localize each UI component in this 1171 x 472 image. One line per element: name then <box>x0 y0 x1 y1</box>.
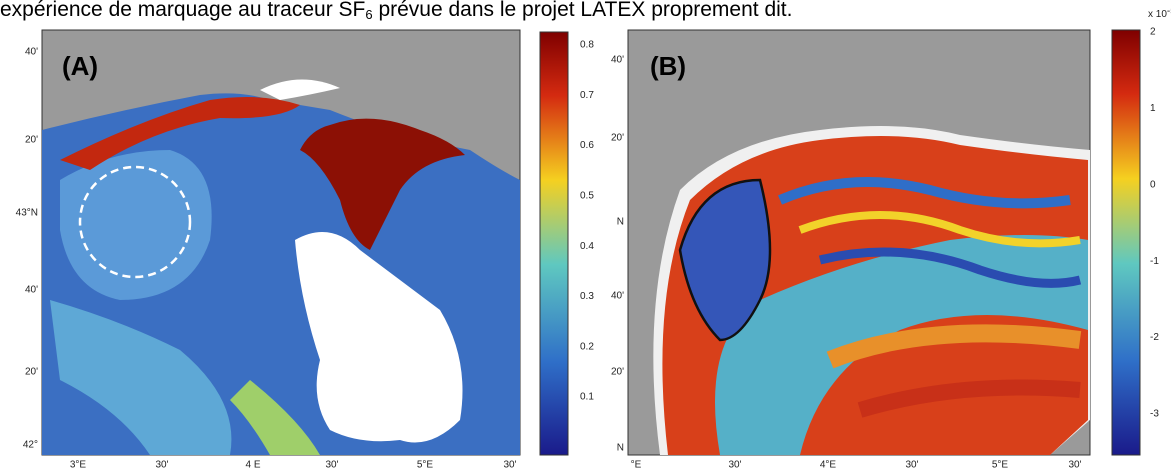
map-b <box>627 29 1091 456</box>
colorbar-tick-label: -2 <box>1150 332 1159 343</box>
colorbar-tick-label: 0.3 <box>580 291 594 302</box>
x-tick-label: 30' <box>905 460 918 471</box>
panel-label: (A) <box>62 51 98 81</box>
colorbar-exponent: x 10-5 <box>1148 6 1171 20</box>
x-tick-label: 4°E <box>820 460 837 471</box>
map-a <box>41 29 521 456</box>
y-tick-label: 20' <box>611 133 624 144</box>
caption-rest: prévue dans le projet LATEX proprement d… <box>373 0 793 21</box>
x-tick-label: 30' <box>503 460 516 471</box>
y-tick-label: N <box>617 217 624 228</box>
colorbar-tick-label: -3 <box>1150 409 1159 420</box>
colorbar-tick-label: 0.8 <box>580 40 594 51</box>
colorbar-tick-label: -1 <box>1150 256 1159 267</box>
x-tick-label: 30' <box>155 460 168 471</box>
exponent-power: -5 <box>1167 6 1171 17</box>
x-tick-label: °E <box>631 460 642 471</box>
colorbar-a <box>539 31 569 456</box>
caption-subscript: 6 <box>365 7 372 22</box>
y-tick-label: 40' <box>25 47 38 58</box>
y-tick-label: 40' <box>25 285 38 296</box>
y-tick-label: 20' <box>611 367 624 378</box>
y-tick-label: 42° <box>23 440 38 451</box>
y-tick-label: N <box>617 443 624 454</box>
y-tick-label: 40' <box>611 291 624 302</box>
colorbar-tick-label: 0.4 <box>580 241 594 252</box>
colorbar-tick-label: 0.5 <box>580 191 594 202</box>
x-tick-label: 30' <box>325 460 338 471</box>
y-tick-label: 43°N <box>16 208 38 219</box>
colorbar-tick-label: 2 <box>1150 27 1156 38</box>
exponent-base: x 10 <box>1148 9 1167 20</box>
colorbar-tick-label: 0.2 <box>580 341 594 352</box>
y-tick-label: 20' <box>25 135 38 146</box>
x-tick-label: 5°E <box>417 460 434 471</box>
caption-text: expérience de marquage au traceur SF <box>0 0 365 21</box>
colorbar-tick-label: 0.1 <box>580 392 594 403</box>
caption: expérience de marquage au traceur SF6 pr… <box>0 0 792 22</box>
x-tick-label: 30' <box>1068 460 1081 471</box>
colorbar-tick-label: 0.7 <box>580 90 594 101</box>
colorbar-b <box>1111 29 1141 456</box>
panel-label: (B) <box>650 51 686 81</box>
x-tick-label: 4 E <box>245 460 260 471</box>
x-tick-label: 3°E <box>70 460 87 471</box>
colorbar-tick-label: 0.6 <box>580 140 594 151</box>
y-tick-label: 20' <box>25 367 38 378</box>
x-tick-label: 30' <box>728 460 741 471</box>
colorbar-tick-label: 1 <box>1150 103 1156 114</box>
colorbar-tick-label: 0 <box>1150 179 1156 190</box>
x-tick-label: 5°E <box>992 460 1009 471</box>
y-tick-label: 40' <box>611 55 624 66</box>
